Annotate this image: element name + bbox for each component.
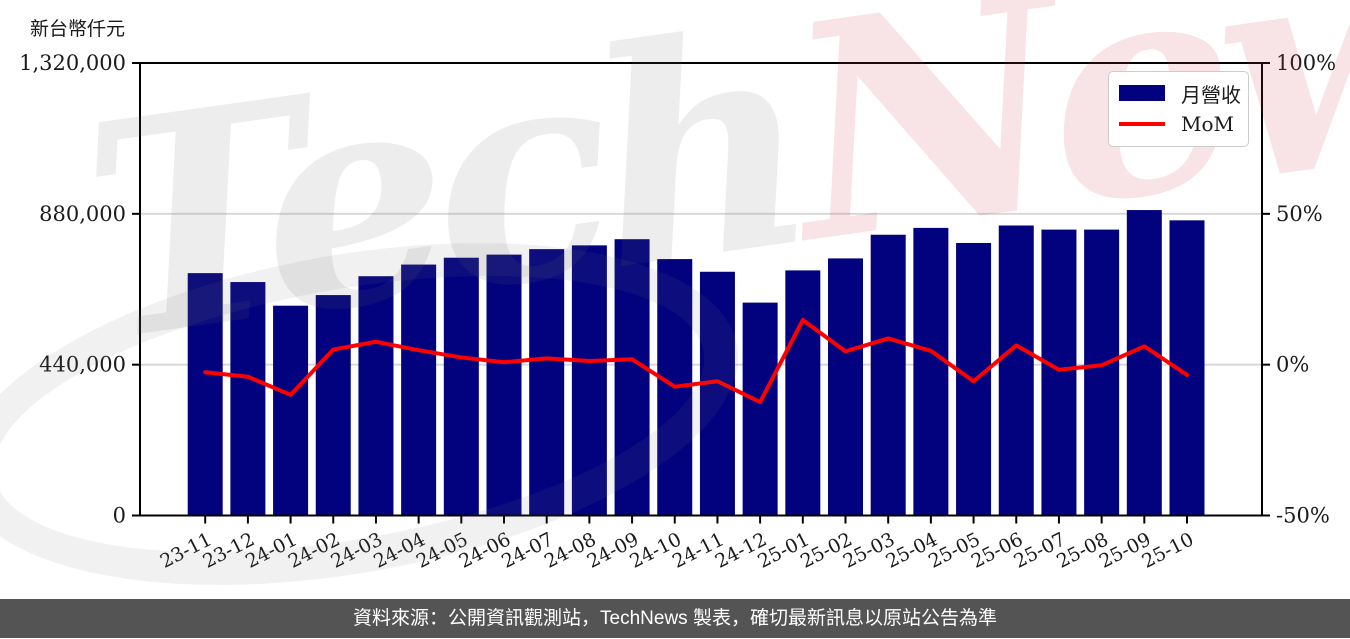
bar-25-02 [828, 258, 864, 516]
bar-24-03 [358, 276, 394, 516]
mom-line-swatch [1119, 122, 1165, 126]
legend-label-revenue: 月營收 [1181, 82, 1241, 107]
y-left-tick-label: 0 [113, 504, 126, 528]
bar-25-08 [1084, 229, 1120, 516]
bar-24-02 [315, 295, 351, 516]
bar-25-01 [785, 270, 821, 516]
bar-25-07 [1041, 229, 1077, 516]
revenue-bar-swatch [1119, 85, 1165, 101]
bar-23-12 [230, 282, 266, 516]
revenue-chart: 0440,000880,0001,320,000-50%0%50%100%23-… [19, 51, 1336, 573]
mom-line [203, 318, 1189, 405]
y-right-tick-label: -50% [1276, 504, 1330, 528]
bar-24-08 [571, 245, 607, 516]
bar-24-04 [401, 264, 437, 516]
bar-24-11 [699, 271, 735, 516]
bar-24-01 [273, 305, 309, 516]
legend-item-revenue: 月營收 [1119, 81, 1241, 107]
bar-24-09 [614, 239, 650, 516]
y-left-tick-label: 1,320,000 [19, 51, 126, 75]
y-left-tick-label: 440,000 [39, 353, 126, 377]
bar-25-03 [870, 234, 906, 516]
chart-unit-label: 新台幣仟元 [30, 18, 126, 40]
bar-24-07 [529, 249, 565, 516]
bar-24-12 [742, 302, 778, 516]
chart-legend: 月營收 MoM [1108, 71, 1249, 147]
bar-23-11 [187, 273, 223, 516]
bar-25-06 [998, 225, 1034, 516]
legend-item-mom: MoM [1119, 112, 1236, 136]
y-right-tick-label: 50% [1276, 202, 1323, 226]
y-right-tick-label: 100% [1276, 51, 1336, 75]
bar-24-05 [443, 257, 479, 516]
bar-24-06 [486, 254, 522, 516]
y-right-tick-label: 0% [1276, 353, 1309, 377]
bar-25-04 [913, 227, 949, 516]
bar-25-09 [1126, 210, 1162, 516]
plot-border [139, 62, 1263, 517]
legend-label-mom: MoM [1181, 112, 1234, 136]
source-footer: 資料來源：公開資訊觀測站，TechNews 製表，確切最新訊息以原站公告為準 [0, 599, 1350, 638]
y-left-tick-label: 880,000 [39, 202, 126, 226]
